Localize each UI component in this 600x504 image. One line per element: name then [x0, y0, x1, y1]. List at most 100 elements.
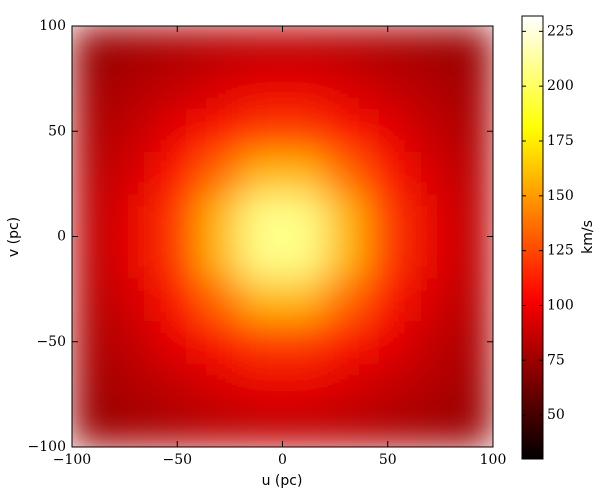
heatmap-cell: [156, 68, 199, 111]
heatmap-cell: [240, 68, 283, 111]
heatmap-cell: [240, 362, 283, 406]
x-tick-label: 0: [278, 452, 287, 468]
heatmap-cell: [366, 236, 410, 280]
y-tick-label: −100: [28, 439, 66, 455]
heatmap-cell: [198, 68, 241, 111]
heatmap-cell: [324, 320, 368, 364]
colorbar: [521, 15, 544, 460]
y-tick-label: −50: [36, 334, 66, 350]
heatmap-cell: [450, 68, 493, 111]
colorbar-tick-label: 200: [547, 78, 574, 94]
heatmap-cell: [408, 320, 452, 364]
heatmap-cell: [366, 320, 410, 364]
heatmap-cell: [324, 152, 368, 195]
heatmap-cell: [240, 26, 283, 69]
heatmap-cell: [450, 26, 493, 69]
colorbar-tick-label: 50: [547, 407, 565, 423]
heatmap-cell: [156, 320, 199, 364]
colorbar-tick-label: 100: [547, 297, 574, 313]
heatmap-cell: [282, 110, 326, 153]
heatmap-cell: [450, 194, 493, 237]
heatmap-cell: [324, 68, 368, 111]
heatmap-cell: [282, 26, 326, 69]
heatmap-cell: [450, 278, 493, 322]
heatmap-cell: [198, 110, 241, 153]
heatmap-cell: [450, 320, 493, 364]
heatmap-cell: [156, 194, 199, 237]
heatmap-cell: [282, 236, 326, 280]
heatmap-cell: [114, 26, 157, 69]
heatmap-cell: [282, 362, 326, 406]
heatmap-cell: [156, 362, 199, 406]
heatmap-cell: [72, 110, 115, 153]
heatmap-cell: [240, 236, 283, 280]
heatmap-cell: [72, 236, 115, 280]
heatmap-cell: [114, 68, 157, 111]
heatmap-cell: [450, 362, 493, 406]
y-tick-label: 0: [57, 229, 66, 245]
heatmap-cell: [282, 278, 326, 322]
heatmap-cell: [366, 362, 410, 406]
heatmap-cell: [450, 236, 493, 280]
heatmap-cell: [324, 404, 368, 447]
heatmap-cell: [408, 68, 452, 111]
heatmap-cell: [198, 278, 241, 322]
heatmap-cell: [156, 236, 199, 280]
heatmap-cell: [408, 110, 452, 153]
y-tick-label: 50: [48, 123, 66, 139]
heatmap-cell: [366, 194, 410, 237]
colorbar-tick-label: 225: [547, 23, 574, 39]
heatmap-cell: [114, 194, 157, 237]
heatmap-cell: [366, 278, 410, 322]
heatmap-cell: [240, 320, 283, 364]
colorbar-tick-label: 150: [547, 188, 574, 204]
heatmap-cell: [114, 404, 157, 447]
heatmap-cell: [114, 110, 157, 153]
colorbar-tick-label: 175: [547, 133, 574, 149]
heatmap-cell: [366, 26, 410, 69]
heatmap-area: [72, 26, 493, 447]
heatmap-cell: [72, 362, 115, 406]
colorbar-tick-label: 125: [547, 243, 574, 259]
heatmap-cell: [198, 320, 241, 364]
heatmap-cell: [156, 26, 199, 69]
heatmap-cell: [324, 26, 368, 69]
heatmap-cell: [408, 152, 452, 195]
colorbar-label: km/s: [580, 220, 596, 254]
heatmap-cell: [324, 110, 368, 153]
colorbar-tick-label: 75: [547, 352, 565, 368]
heatmap-cell: [114, 320, 157, 364]
x-tick-label: 50: [379, 452, 397, 468]
heatmap-cell: [240, 152, 283, 195]
x-axis-label: u (pc): [262, 473, 303, 489]
heatmap-cell: [156, 110, 199, 153]
heatmap-cell: [198, 194, 241, 237]
heatmap-cell: [282, 152, 326, 195]
heatmap-cell: [324, 362, 368, 406]
heatmap-cell: [240, 110, 283, 153]
heatmap-cell: [72, 26, 115, 69]
heatmap-cell: [156, 404, 199, 447]
y-axis-label: v (pc): [6, 217, 22, 257]
x-tick-label: −100: [53, 452, 91, 468]
heatmap-cell: [450, 404, 493, 447]
heatmap-cell: [198, 362, 241, 406]
heatmap-cell: [408, 362, 452, 406]
heatmap-cell: [408, 26, 452, 69]
heatmap-cell: [408, 404, 452, 447]
heatmap-cell: [198, 236, 241, 280]
heatmap-cell: [72, 68, 115, 111]
heatmap-cell: [282, 320, 326, 364]
heatmap-cell: [114, 236, 157, 280]
heatmap-cell: [366, 110, 410, 153]
heatmap-cell: [114, 152, 157, 195]
heatmap-cell: [72, 320, 115, 364]
heatmap-cell: [198, 404, 241, 447]
heatmap-cell: [450, 152, 493, 195]
heatmap-cell: [366, 68, 410, 111]
heatmap-cell: [240, 404, 283, 447]
heatmap-cell: [324, 236, 368, 280]
heatmap-cell: [72, 404, 115, 447]
heatmap-cell: [408, 236, 452, 280]
